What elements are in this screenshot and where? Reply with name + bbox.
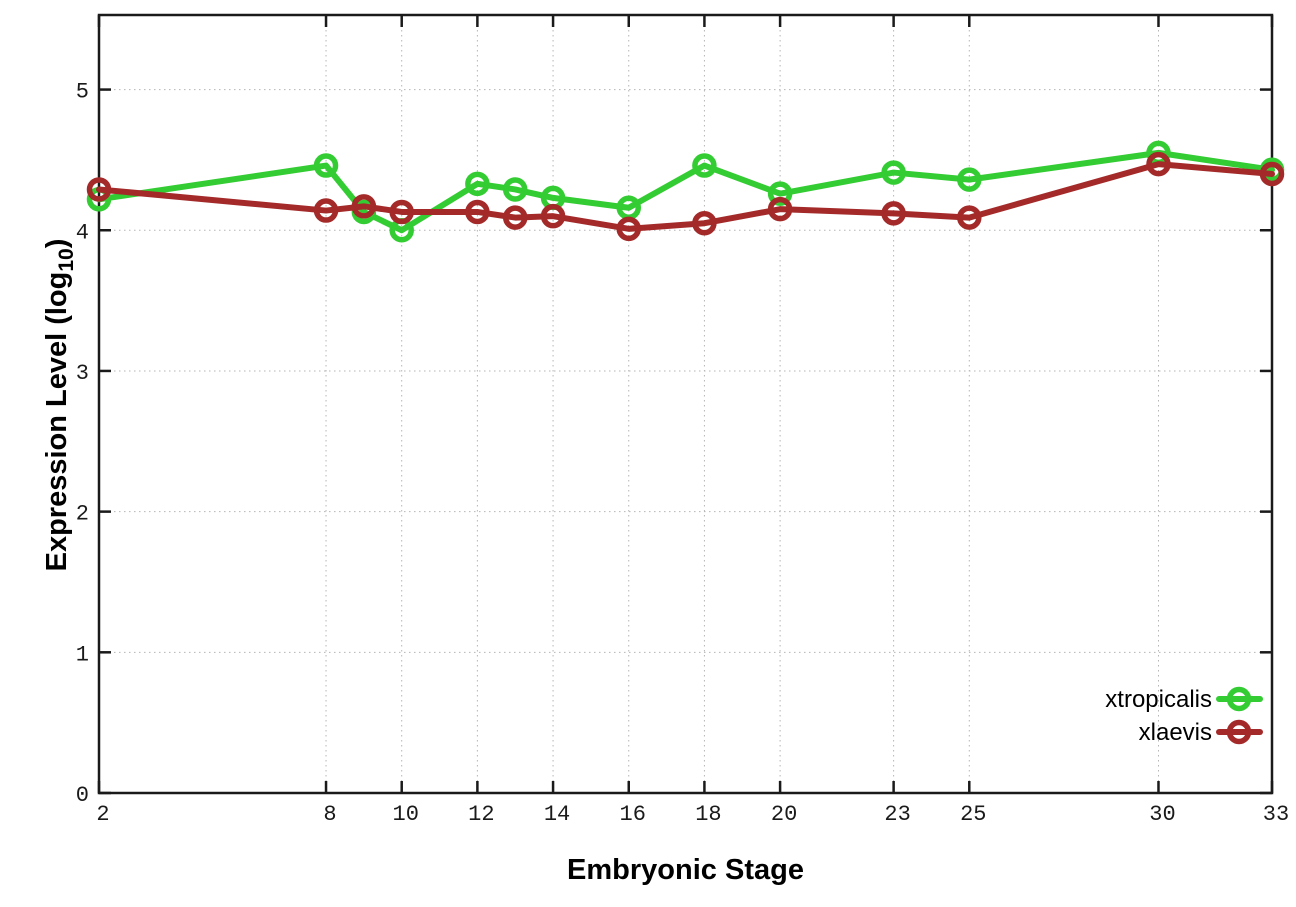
data-point-marker-xlaevis (692, 210, 717, 236)
data-point-marker-xlaevis (351, 194, 377, 219)
data-point-marker-xlaevis (86, 177, 112, 202)
legend-marker-xlaevis (1226, 719, 1252, 745)
y-tick-label: 2 (76, 502, 89, 527)
x-tick-label: 16 (620, 802, 646, 827)
data-point-marker-xlaevis (502, 205, 528, 230)
x-tick-label: 20 (771, 802, 797, 827)
data-point-marker-xlaevis (540, 203, 566, 229)
x-tick-label: 23 (884, 802, 910, 827)
y-tick-label: 4 (76, 220, 89, 245)
data-point-marker-xlaevis (957, 205, 982, 230)
x-tick-label: 30 (1149, 802, 1175, 827)
legend-label-xlaevis: xlaevis (1139, 719, 1212, 746)
data-point-marker-xlaevis (313, 198, 339, 223)
x-axis-title: Embryonic Stage (567, 854, 804, 886)
data-point-marker-xtropicalis (767, 181, 793, 206)
x-tick-label: 8 (323, 802, 336, 827)
data-point-marker-xtropicalis (957, 167, 982, 192)
x-tick-label: 33 (1263, 802, 1289, 827)
y-tick-label: 3 (76, 361, 89, 386)
data-point-marker-xtropicalis (313, 153, 339, 178)
data-point-marker-xlaevis (767, 196, 793, 222)
x-tick-label: 18 (695, 802, 721, 827)
data-point-marker-xlaevis (389, 199, 414, 225)
x-tick-label: 2 (96, 802, 109, 827)
data-point-marker-xtropicalis (881, 160, 906, 185)
data-point-marker-xlaevis (881, 201, 906, 226)
series-line-xlaevis (96, 161, 1275, 232)
legend-label-xtropicalis: xtropicalis (1105, 686, 1212, 713)
legend-marker-xtropicalis (1226, 686, 1252, 712)
data-point-marker-xlaevis (1146, 151, 1171, 177)
x-tick-label: 14 (544, 802, 570, 827)
x-tick-label: 10 (393, 802, 419, 827)
data-point-marker-xlaevis (616, 216, 641, 242)
x-tick-label: 12 (468, 802, 494, 827)
data-point-marker-xlaevis (465, 199, 490, 225)
data-point-marker-xtropicalis (465, 171, 490, 197)
data-point-marker-xtropicalis (502, 177, 528, 202)
x-tick-label: 25 (960, 802, 986, 827)
y-tick-label: 1 (76, 642, 89, 667)
y-tick-label: 5 (76, 80, 89, 105)
data-point-marker-xtropicalis (692, 153, 717, 178)
y-axis-title: Expression Level (log10) (41, 239, 78, 572)
data-point-marker-xlaevis (1259, 161, 1285, 187)
plot-frame (97, 13, 1274, 795)
y-tick-label: 0 (76, 783, 89, 808)
